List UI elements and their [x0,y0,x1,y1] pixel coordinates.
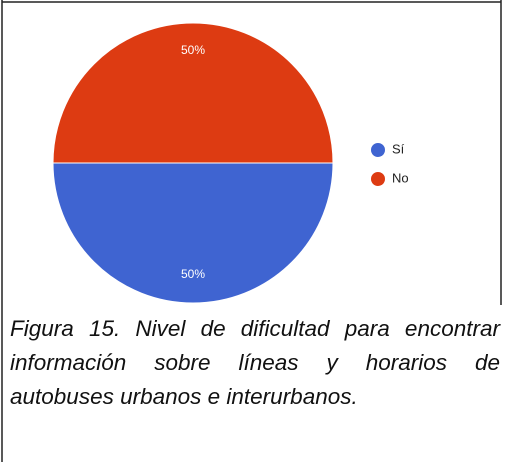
legend-marker [371,172,385,186]
pie-slice [52,22,334,164]
legend-marker [371,143,385,157]
slice-label: 50% [181,267,205,281]
legend-label: Sí [392,141,405,156]
legend-label: No [392,170,409,185]
caption: Figura 15. Nivel de dificultad para enco… [10,316,500,409]
slice-label: 50% [181,43,205,57]
pie-slice [52,162,334,304]
